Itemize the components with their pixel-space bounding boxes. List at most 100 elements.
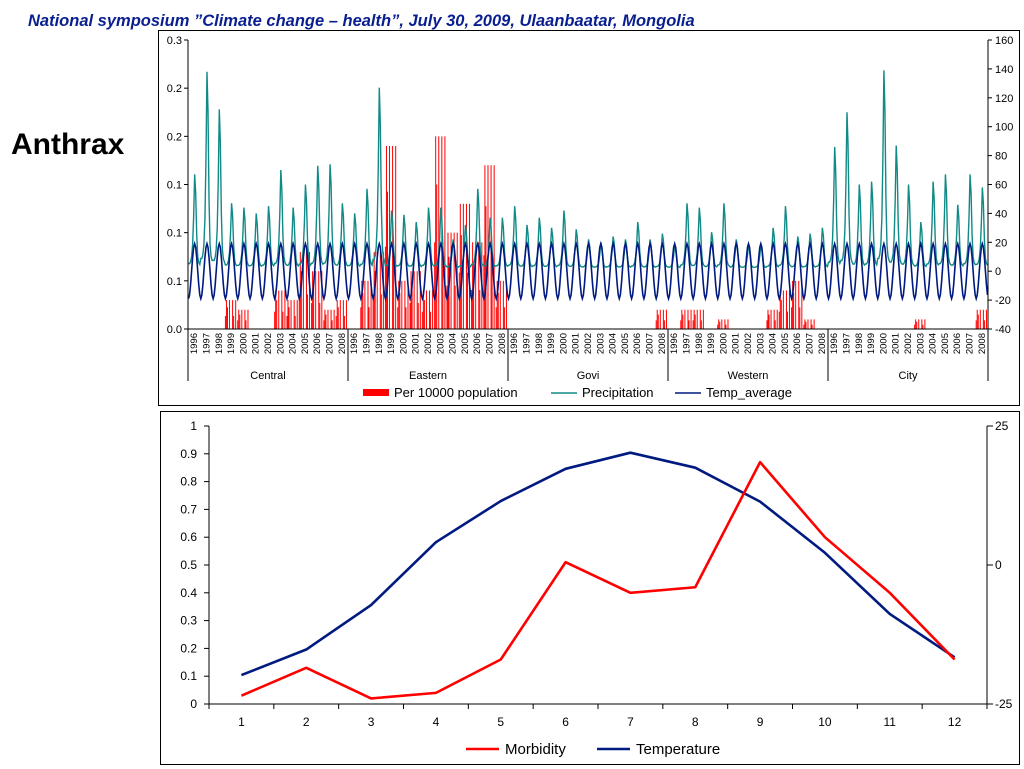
incidence-bar — [663, 320, 665, 329]
incidence-bar — [300, 271, 302, 329]
incidence-bar — [339, 300, 341, 329]
incidence-bar — [229, 300, 231, 329]
incidence-bar — [288, 307, 290, 329]
incidence-bar — [811, 324, 813, 329]
incidence-bar — [435, 136, 437, 329]
incidence-bar — [805, 321, 807, 329]
incidence-bar — [372, 294, 374, 329]
incidence-bar — [503, 307, 505, 329]
incidence-bar — [810, 319, 812, 329]
left-tick-label: 0.1 — [180, 669, 197, 683]
incidence-bar — [360, 307, 362, 329]
incidence-bar — [471, 289, 473, 329]
year-label: 1996 — [669, 333, 680, 354]
region-label: Eastern — [409, 370, 447, 382]
incidence-bar — [478, 242, 480, 329]
incidence-bar — [693, 309, 695, 329]
incidence-bar — [244, 309, 246, 329]
incidence-bar — [447, 232, 449, 329]
incidence-bar — [237, 320, 239, 329]
incidence-bar — [680, 320, 682, 329]
incidence-bar — [306, 294, 308, 329]
year-label: 2007 — [485, 333, 496, 354]
year-label: 1999 — [226, 333, 237, 354]
incidence-bar — [376, 251, 378, 329]
incidence-bar — [389, 145, 391, 329]
incidence-bar — [465, 203, 467, 329]
left-tick-label: 0.8 — [180, 475, 197, 489]
incidence-bar — [727, 319, 729, 329]
incidence-bar — [795, 280, 797, 329]
incidence-bar — [684, 309, 686, 329]
year-label: 1998 — [854, 333, 865, 354]
x-tick-label: 4 — [433, 715, 440, 729]
incidence-bar — [313, 285, 315, 329]
year-label: 2006 — [952, 333, 963, 354]
left-tick-label: 1 — [190, 419, 197, 433]
incidence-bar — [305, 251, 307, 329]
incidence-bar — [321, 271, 323, 329]
right-tick-label: 140 — [995, 64, 1013, 76]
year-label: 2006 — [792, 333, 803, 354]
year-label: 2000 — [878, 333, 889, 354]
year-label: 1996 — [829, 333, 840, 354]
year-label: 2003 — [435, 333, 446, 354]
legend-swatch-bars — [363, 389, 389, 396]
incidence-bar — [682, 314, 684, 329]
legend-label: Temperature — [636, 741, 720, 758]
incidence-bar — [368, 307, 370, 329]
year-label: 2005 — [780, 333, 791, 354]
x-tick-label: 6 — [562, 715, 569, 729]
incidence-bar — [323, 320, 325, 329]
year-label: 2001 — [891, 333, 902, 354]
year-label: 2005 — [300, 333, 311, 354]
left-tick-label: 0.1 — [167, 180, 182, 192]
incidence-bar — [286, 315, 288, 329]
incidence-bar — [337, 307, 339, 329]
incidence-bar — [719, 321, 721, 329]
incidence-bar — [226, 307, 228, 329]
incidence-bar — [413, 271, 415, 329]
x-tick-label: 11 — [884, 715, 897, 729]
incidence-bar — [232, 300, 234, 329]
incidence-bar — [429, 290, 431, 329]
year-label: 2004 — [288, 333, 299, 354]
incidence-bar — [798, 280, 800, 329]
year-label: 1996 — [349, 333, 360, 354]
left-tick-label: 0.2 — [180, 641, 197, 655]
incidence-bar — [362, 292, 364, 329]
incidence-bar — [918, 319, 920, 329]
incidence-bar — [235, 300, 237, 329]
right-tick-label: -20 — [995, 295, 1011, 307]
incidence-bar — [656, 309, 658, 329]
year-label: 2000 — [718, 333, 729, 354]
year-label: 2003 — [755, 333, 766, 354]
incidence-bar — [975, 320, 977, 329]
incidence-bar — [813, 319, 815, 329]
incidence-bar — [502, 280, 504, 329]
incidence-bar — [681, 309, 683, 329]
incidence-bar — [475, 242, 477, 329]
incidence-bar — [916, 321, 918, 329]
year-label: 2007 — [805, 333, 816, 354]
left-tick-label: 0.0 — [167, 324, 182, 336]
incidence-bar — [483, 255, 485, 329]
incidence-bar — [311, 302, 313, 329]
incidence-bar — [768, 314, 770, 329]
temperature-line — [240, 451, 956, 677]
incidence-bar — [976, 309, 978, 329]
year-label: 2002 — [903, 333, 914, 354]
incidence-bar — [979, 309, 981, 329]
left-tick-label: 0.3 — [180, 614, 197, 628]
incidence-bar — [281, 290, 283, 329]
incidence-bar — [491, 255, 493, 329]
incidence-bar — [276, 300, 278, 329]
incidence-bar — [662, 309, 664, 329]
incidence-bar — [725, 324, 727, 329]
incidence-bar — [982, 309, 984, 329]
legend-label: Morbidity — [505, 741, 566, 758]
year-label: 1997 — [521, 333, 532, 354]
year-label: 1999 — [386, 333, 397, 354]
incidence-bar — [282, 311, 284, 329]
